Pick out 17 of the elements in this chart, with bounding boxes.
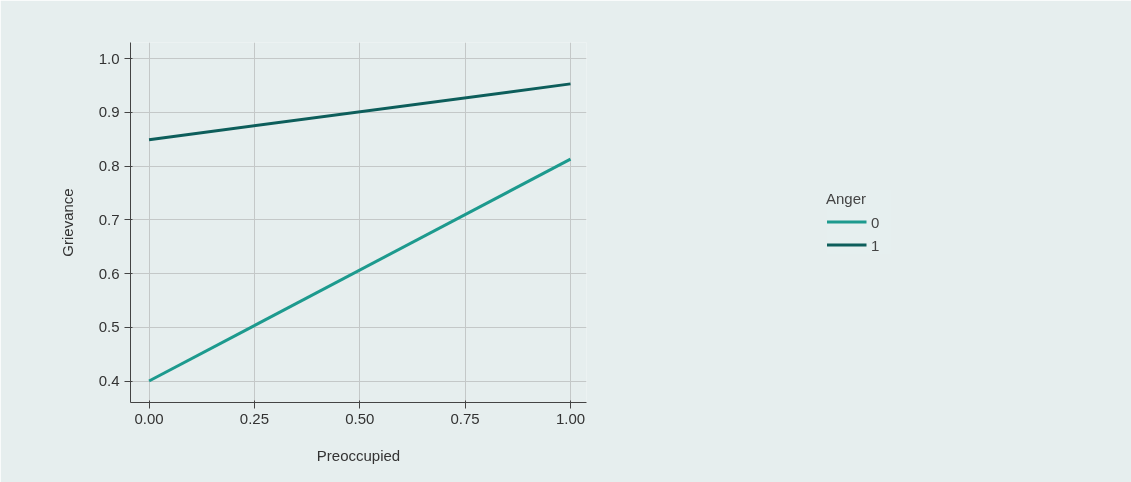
y-tick-label: 0.8	[98, 157, 120, 175]
y-tick-label: 0.6	[98, 264, 120, 282]
x-tick-label: 0.75	[450, 409, 480, 427]
y-tick-label: 0.9	[98, 103, 120, 121]
y-tick-label: 1.0	[98, 49, 120, 67]
x-tick-label: 0.00	[134, 409, 164, 427]
x-tick-label: 1.00	[555, 409, 586, 427]
x-tick-label: 0.50	[345, 409, 375, 427]
legend-label: 1	[871, 236, 881, 253]
x-tick-label: 0.25	[239, 409, 270, 427]
y-tick-label: 0.4	[98, 372, 120, 390]
legend-title: Anger	[826, 189, 868, 207]
legend-label: 0	[871, 213, 881, 230]
x-axis-title: Preoccupied	[316, 446, 401, 464]
y-tick-label: 0.5	[98, 318, 120, 336]
y-tick-label: 0.7	[98, 210, 120, 228]
y-axis-title: Grievance	[58, 188, 76, 257]
